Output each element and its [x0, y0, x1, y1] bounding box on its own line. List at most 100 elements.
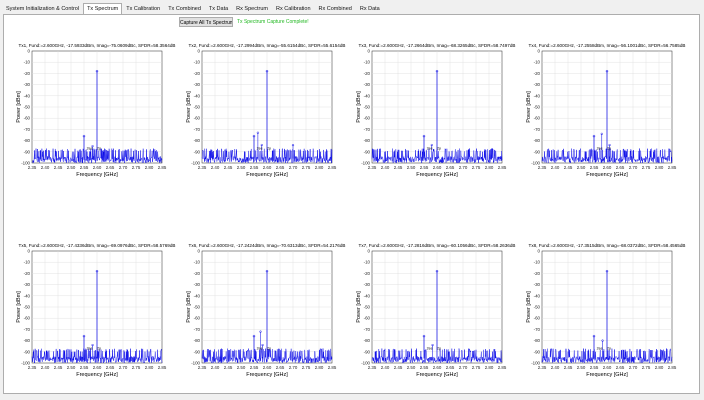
peak-marker: [605, 69, 609, 73]
y-tick-label: -10: [534, 60, 541, 65]
y-tick-label: -20: [534, 271, 541, 276]
tab-rx-spectrum[interactable]: Rx Spectrum: [236, 6, 268, 12]
tab-tx-spectrum[interactable]: Tx Spectrum: [83, 3, 123, 15]
x-tick-label: 2.75: [472, 165, 481, 170]
y-tick-label: -50: [24, 105, 31, 110]
tab-tx-combined[interactable]: Tx Combined: [168, 6, 201, 12]
peak-marker: [592, 334, 596, 338]
spur-marker: [91, 343, 94, 347]
x-tick-label: 2.50: [237, 365, 246, 370]
x-tick-label: 2.55: [420, 165, 429, 170]
plot-title: Tx7, Fund:=2.600GHz, -17.2816dBm, Imag=-…: [359, 243, 516, 248]
x-axis-label: Frequency [GHz]: [416, 172, 458, 178]
y-tick-label: -30: [534, 282, 541, 287]
peak-marker: [265, 69, 269, 73]
tab-tx-calibration[interactable]: Tx Calibration: [126, 6, 161, 12]
x-tick-label: 2.35: [538, 165, 547, 170]
x-tick-label: 2.40: [551, 165, 560, 170]
x-tick-label: 2.50: [67, 165, 76, 170]
x-tick-label: 2.40: [41, 165, 50, 170]
y-tick-label: -30: [364, 82, 371, 87]
marker-label: 2p: [437, 147, 441, 151]
capture-all-tx-spectrums-button[interactable]: Capture All Tx Spectrums: [179, 17, 233, 27]
x-tick-label: 2.40: [211, 165, 220, 170]
y-tick-label: -80: [364, 338, 371, 343]
y-tick-label: -50: [534, 305, 541, 310]
y-tick-label: -50: [194, 105, 201, 110]
spur-marker: [431, 343, 434, 347]
x-tick-label: 2.70: [459, 165, 468, 170]
x-tick-label: 2.85: [158, 165, 167, 170]
tab-rx-combined[interactable]: Rx Combined: [318, 6, 352, 12]
peak-marker: [82, 134, 86, 138]
x-tick-label: 2.45: [224, 365, 233, 370]
y-tick-label: 0: [198, 249, 201, 254]
y-tick-label: -40: [24, 293, 31, 298]
x-tick-label: 2.40: [41, 365, 50, 370]
x-tick-label: 2.75: [642, 365, 651, 370]
x-tick-label: 2.70: [119, 365, 128, 370]
y-tick-label: 0: [368, 249, 371, 254]
y-tick-label: -60: [364, 316, 371, 321]
marker-label: 2p: [607, 147, 611, 151]
y-tick-label: -30: [194, 82, 201, 87]
plot-title: Tx4, Fund:=2.600GHz, -17.2558dBm, Imag=-…: [529, 43, 686, 48]
marker-label: 2ee: [87, 347, 93, 351]
x-axis-label: Frequency [GHz]: [76, 172, 118, 178]
marker-label: 2p: [607, 347, 611, 351]
y-tick-label: -10: [194, 260, 201, 265]
x-tick-label: 2.80: [315, 165, 324, 170]
spectrum-plots: Tx1, Fund:=2.600GHz, -17.5933dBm, Imag=-…: [16, 43, 685, 378]
y-tick-label: -90: [534, 349, 541, 354]
spur-marker: [601, 339, 604, 342]
y-tick-label: -70: [24, 127, 31, 132]
y-tick-label: -70: [534, 127, 541, 132]
y-tick-label: -20: [194, 271, 201, 276]
x-tick-label: 2.80: [145, 165, 154, 170]
x-tick-label: 2.60: [93, 165, 102, 170]
y-axis-label: Power [dBm]: [526, 291, 532, 323]
peak-marker: [95, 269, 99, 273]
tab-tx-data[interactable]: Tx Data: [208, 6, 229, 12]
y-axis-label: Power [dBm]: [356, 91, 362, 123]
spur-marker: [261, 343, 264, 347]
y-tick-label: 0: [538, 49, 541, 54]
tab-system-init[interactable]: System Initialization & Control: [6, 6, 80, 12]
x-tick-label: 2.70: [289, 365, 298, 370]
x-axis-label: Frequency [GHz]: [76, 372, 118, 378]
marker-label: 2ee: [87, 147, 93, 151]
marker-label: 2ee: [597, 347, 603, 351]
x-tick-label: 2.85: [328, 165, 337, 170]
x-tick-label: 2.85: [668, 165, 677, 170]
x-tick-label: 2.60: [603, 365, 612, 370]
tab-rx-calibration[interactable]: Rx Calibration: [275, 6, 311, 12]
x-tick-label: 2.65: [106, 165, 115, 170]
x-tick-label: 2.80: [655, 365, 664, 370]
spur-marker: [259, 330, 262, 333]
spectrum-plot-tx4: Tx4, Fund:=2.600GHz, -17.2558dBm, Imag=-…: [526, 43, 685, 178]
peak-marker: [265, 269, 269, 273]
marker-label: 2ee: [427, 347, 433, 351]
capture-status-text: Tx Spectrum Capture Complete!: [237, 19, 309, 25]
marker-label: 2p: [267, 347, 271, 351]
x-tick-label: 2.65: [446, 365, 455, 370]
y-tick-label: -60: [194, 116, 201, 121]
y-tick-label: -80: [534, 138, 541, 143]
spur-marker: [430, 143, 433, 147]
peak-marker: [435, 269, 439, 273]
y-tick-label: -100: [191, 161, 200, 166]
y-tick-label: -60: [24, 316, 31, 321]
tab-rx-data[interactable]: Rx Data: [359, 6, 380, 12]
y-tick-label: -80: [364, 138, 371, 143]
y-tick-label: -30: [24, 82, 31, 87]
x-tick-label: 2.45: [564, 165, 573, 170]
y-tick-label: -20: [364, 271, 371, 276]
x-tick-label: 2.35: [198, 365, 207, 370]
x-tick-label: 2.45: [54, 365, 63, 370]
peak-marker: [435, 69, 439, 73]
x-tick-label: 2.75: [132, 365, 141, 370]
y-tick-label: -30: [364, 282, 371, 287]
x-tick-label: 2.70: [629, 365, 638, 370]
spur-marker: [291, 143, 295, 147]
y-tick-label: -10: [24, 260, 31, 265]
